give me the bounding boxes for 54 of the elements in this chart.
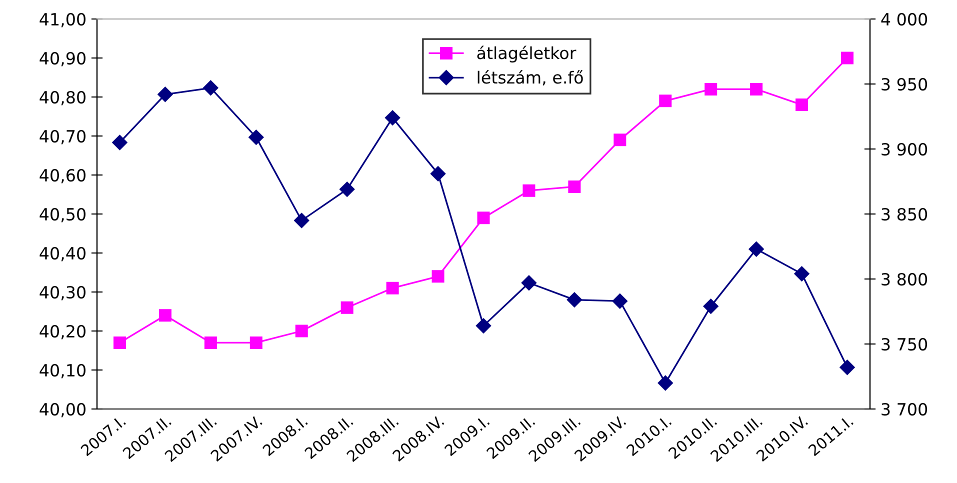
y2-tick-label: 4 000 [881, 12, 928, 26]
point [204, 336, 217, 349]
point [568, 180, 581, 193]
y-tick-label: 40,60 [40, 168, 86, 184]
y-tick-label: 40,20 [40, 324, 86, 340]
point [659, 94, 672, 108]
point [248, 130, 264, 145]
point [750, 82, 763, 96]
point [614, 134, 626, 146]
point [432, 270, 444, 283]
point [794, 266, 810, 282]
y-tick-label: 40,50 [40, 208, 86, 222]
y2-tick-label: 3 950 [882, 78, 928, 91]
y-tick-label: 40,10 [40, 364, 86, 378]
y2-tick-label: 3 900 [882, 142, 928, 156]
point [158, 309, 172, 322]
point [430, 166, 446, 182]
y2-tick-label: 3 700 [882, 402, 928, 416]
point [112, 134, 128, 150]
point [295, 324, 308, 338]
y-tick-label: 40,00 [40, 402, 86, 418]
legend-label: átlagéletkor [477, 46, 576, 62]
point [294, 212, 310, 228]
point [658, 375, 673, 391]
y2-tick-label: 3 850 [882, 208, 928, 221]
y-tick-label: 40,70 [40, 130, 86, 144]
point [840, 360, 855, 375]
point [203, 80, 218, 96]
point [612, 294, 628, 309]
y2-tick-label: 3 750 [882, 338, 928, 351]
point [386, 282, 399, 294]
point [566, 292, 582, 308]
point [476, 318, 492, 334]
point [521, 275, 537, 290]
legend-label: létszám, e.fő [478, 70, 583, 86]
point [158, 86, 173, 102]
point [841, 52, 854, 64]
point [477, 212, 490, 224]
y-tick-label: 41,00 [40, 12, 86, 28]
point [796, 98, 808, 112]
point [748, 242, 764, 257]
point [703, 298, 718, 314]
y-tick-label: 40,30 [40, 286, 86, 300]
point [704, 82, 718, 96]
point [113, 336, 126, 349]
y-tick-label: 40,40 [40, 246, 86, 262]
point [340, 301, 354, 314]
y-tick-label: 40,80 [40, 90, 86, 106]
point [384, 110, 400, 126]
point [340, 182, 355, 197]
y-tick-label: 40,90 [40, 52, 86, 66]
point [522, 184, 536, 197]
y2-tick-label: 3 800 [882, 272, 928, 286]
point [250, 336, 262, 349]
